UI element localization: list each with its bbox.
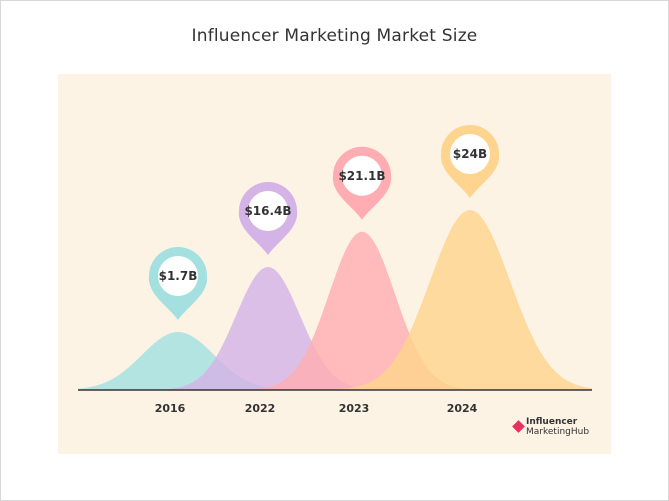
x-tick-label-2024: 2024: [447, 402, 478, 415]
data-label-2023: $21.1B: [338, 169, 385, 183]
value-pin-2023: $21.1B: [332, 146, 392, 220]
brand-name-line2: MarketingHub: [526, 427, 590, 437]
pin-label-bg-2024: [450, 134, 490, 174]
brand-mark-icon: [512, 420, 525, 433]
x-tick-label-2023: 2023: [339, 402, 370, 415]
pin-label-bg-2022: [248, 191, 288, 231]
value-pins-group: $1.7B $16.4B $21.1B $24B: [148, 124, 500, 320]
data-label-2016: $1.7B: [159, 269, 198, 283]
brand-logo: Influencer MarketingHub: [512, 416, 602, 440]
value-pin-2016: $1.7B: [148, 247, 208, 320]
value-pin-2024: $24B: [440, 124, 500, 198]
bell-curves-group: [78, 210, 592, 390]
bell-curve-2023: [78, 231, 592, 390]
x-tick-label-2016: 2016: [155, 402, 186, 415]
x-tick-label-2022: 2022: [245, 402, 276, 415]
brand-name-line1: Influencer: [526, 417, 578, 427]
data-label-2024: $24B: [453, 147, 487, 161]
chart-title: Influencer Marketing Market Size: [191, 26, 478, 46]
value-pin-2022: $16.4B: [238, 182, 298, 255]
pin-label-bg-2016: [158, 256, 198, 296]
data-label-2022: $16.4B: [244, 204, 291, 218]
bell-curve-2024: [78, 210, 592, 390]
x-tick-labels-group: 2016 2022 2023 2024: [155, 402, 478, 415]
pin-label-bg-2023: [342, 155, 382, 196]
